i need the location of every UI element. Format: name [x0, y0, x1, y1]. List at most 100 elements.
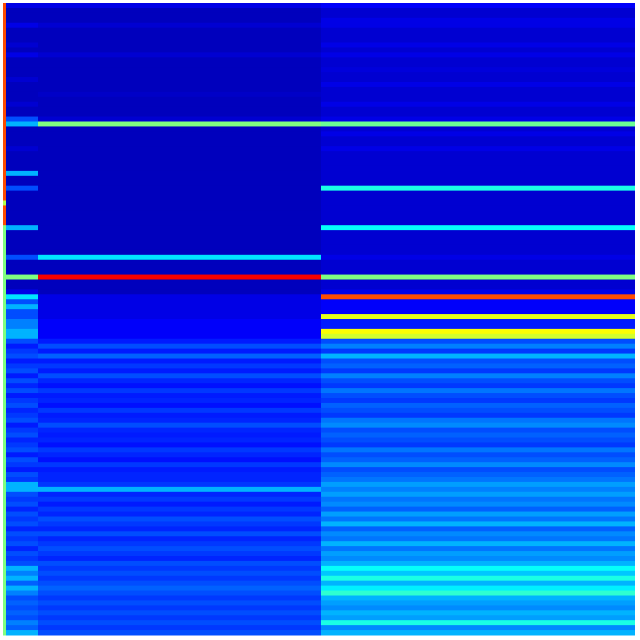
heatmap-cell — [6, 353, 38, 359]
heatmap-cell — [6, 72, 38, 78]
heatmap-cell — [38, 363, 321, 369]
heatmap-cell — [6, 136, 38, 142]
heatmap-cell — [38, 417, 321, 424]
heatmap-cell — [6, 511, 38, 517]
heatmap-cell — [321, 531, 635, 537]
heatmap-cell — [3, 136, 6, 142]
heatmap-cell — [38, 220, 321, 226]
heatmap-cell — [38, 319, 321, 325]
heatmap-cell — [321, 501, 635, 508]
heatmap-cell — [38, 373, 321, 379]
heatmap-cell — [3, 393, 6, 399]
heatmap-cell — [38, 279, 321, 285]
heatmap-cell — [38, 378, 321, 384]
heatmap-cell — [38, 600, 321, 606]
heatmap-cell — [321, 91, 635, 98]
heatmap-cell — [321, 462, 635, 468]
heatmap-cell — [321, 299, 635, 305]
heatmap-cell — [38, 12, 321, 19]
heatmap-cell — [3, 190, 6, 197]
heatmap-cell — [38, 388, 321, 394]
heatmap-cell — [3, 220, 6, 226]
heatmap-cell — [6, 185, 38, 192]
heatmap-cell — [38, 67, 321, 73]
heatmap-cell — [6, 467, 38, 473]
heatmap-cell — [3, 259, 6, 266]
heatmap-cell — [3, 279, 6, 285]
heatmap-cell — [6, 388, 38, 394]
heatmap-cell — [321, 185, 635, 192]
heatmap-cell — [6, 67, 38, 73]
heatmap-cell — [321, 200, 635, 206]
heatmap-cell — [3, 200, 6, 206]
heatmap-cell — [3, 264, 6, 271]
heatmap-cell — [3, 111, 6, 118]
heatmap-cell — [6, 126, 38, 132]
heatmap-cell — [6, 175, 38, 182]
heatmap-cell — [6, 161, 38, 167]
heatmap-cell — [6, 165, 38, 172]
heatmap-cell — [3, 210, 6, 216]
heatmap-cell — [3, 452, 6, 458]
heatmap-cell — [3, 363, 6, 369]
heatmap-cell — [321, 427, 635, 434]
heatmap-cell — [321, 353, 635, 359]
heatmap-cell — [321, 180, 635, 187]
heatmap-cell — [321, 393, 635, 399]
heatmap-cell — [6, 235, 38, 241]
heatmap-cell — [38, 42, 321, 48]
heatmap-cell — [321, 546, 635, 552]
heatmap-cell — [321, 304, 635, 310]
heatmap-cell — [3, 156, 6, 162]
heatmap-cell — [38, 422, 321, 429]
heatmap-cell — [3, 27, 6, 34]
heatmap-cell — [38, 620, 321, 626]
heatmap-cell — [38, 338, 321, 345]
heatmap-cell — [321, 516, 635, 522]
heatmap-cell — [38, 47, 321, 53]
heatmap-cell — [321, 146, 635, 152]
heatmap-cell — [6, 521, 38, 527]
heatmap-cell — [6, 600, 38, 606]
heatmap-cell — [3, 565, 6, 572]
heatmap-cell — [3, 402, 6, 409]
heatmap-cell — [321, 575, 635, 582]
heatmap-cell — [321, 225, 635, 231]
heatmap-cell — [321, 3, 635, 9]
heatmap-cell — [6, 289, 38, 295]
heatmap-cell — [3, 388, 6, 394]
heatmap-cell — [6, 32, 38, 39]
heatmap-cell — [321, 314, 635, 320]
heatmap-cell — [6, 516, 38, 522]
heatmap-cell — [6, 368, 38, 374]
heatmap-cell — [321, 240, 635, 246]
heatmap-cell — [6, 116, 38, 122]
heatmap-cell — [3, 52, 6, 58]
heatmap-cell — [321, 215, 635, 221]
heatmap-cell — [6, 52, 38, 58]
heatmap-cell — [38, 304, 321, 310]
heatmap-cell — [321, 126, 635, 132]
heatmap-cell — [6, 22, 38, 29]
heatmap-cell — [6, 77, 38, 83]
heatmap-cell — [38, 358, 321, 364]
heatmap-cell — [3, 353, 6, 359]
heatmap-cell — [38, 289, 321, 295]
heatmap-cell — [38, 605, 321, 611]
heatmap-cell — [38, 570, 321, 577]
heatmap-cell — [6, 323, 38, 330]
heatmap-cell — [6, 279, 38, 285]
heatmap-cell — [3, 175, 6, 182]
heatmap-cell — [38, 200, 321, 206]
heatmap-cell — [3, 457, 6, 463]
heatmap-cell — [6, 506, 38, 513]
heatmap-cell — [38, 412, 321, 419]
heatmap-cell — [321, 230, 635, 236]
heatmap-cell — [38, 314, 321, 320]
heatmap-cell — [3, 491, 6, 498]
heatmap-cell — [3, 383, 6, 389]
heatmap-cell — [6, 531, 38, 537]
heatmap-cell — [6, 205, 38, 211]
heatmap-cell — [3, 462, 6, 468]
heatmap-cell — [321, 274, 635, 280]
